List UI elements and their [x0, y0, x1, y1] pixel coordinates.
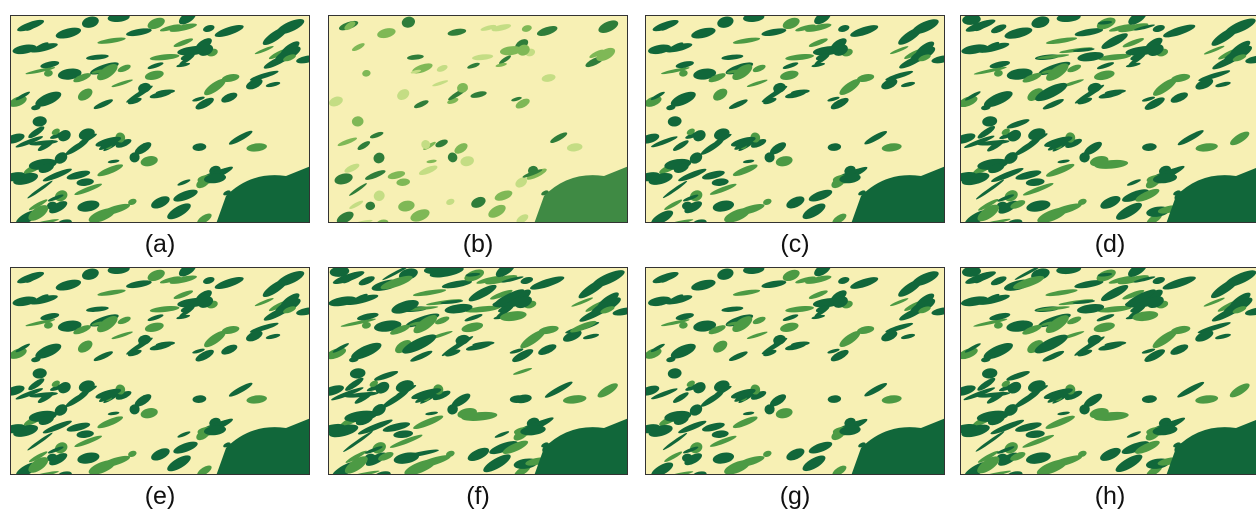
figure: (a) (b) (c) (d) (e) (f) (g) (h) — [0, 0, 1256, 515]
map-panel — [10, 15, 310, 223]
panel-label: (d) — [960, 230, 1256, 259]
panel-label: (f) — [328, 482, 628, 511]
map-image — [328, 267, 628, 475]
panel-label: (g) — [645, 482, 945, 511]
map-image — [960, 15, 1256, 223]
map-panel — [960, 15, 1256, 223]
map-panel — [10, 267, 310, 475]
map-panel — [960, 267, 1256, 475]
map-image — [10, 15, 310, 223]
panel-label: (c) — [645, 230, 945, 259]
panel-label: (a) — [10, 230, 310, 259]
map-image — [10, 267, 310, 475]
panel-label: (e) — [10, 482, 310, 511]
panel-label: (h) — [960, 482, 1256, 511]
map-image — [960, 267, 1256, 475]
map-panel — [328, 267, 628, 475]
map-panel — [645, 15, 945, 223]
panel-label: (b) — [328, 230, 628, 259]
map-image — [328, 15, 628, 223]
map-panel — [328, 15, 628, 223]
map-panel — [645, 267, 945, 475]
map-image — [645, 267, 945, 475]
map-image — [645, 15, 945, 223]
